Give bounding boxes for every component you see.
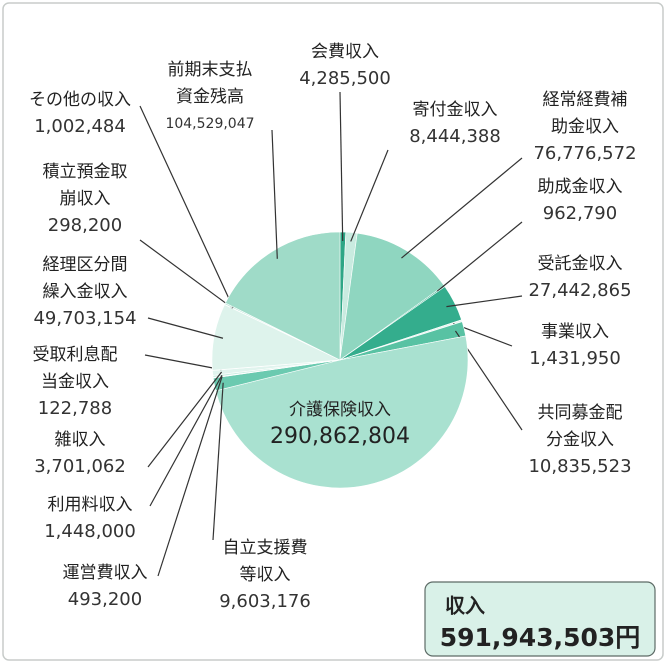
leader-line bbox=[139, 105, 234, 308]
value-label: 962,790 bbox=[543, 203, 617, 224]
slice-label: 助成金収入 bbox=[538, 177, 623, 197]
value-label: 10,835,523 bbox=[528, 456, 631, 477]
value-label: 27,442,865 bbox=[528, 280, 631, 301]
leader-line bbox=[139, 239, 234, 309]
slice-label: 雑収入 bbox=[55, 430, 106, 450]
slice bbox=[224, 231, 341, 361]
value-label: 3,701,062 bbox=[34, 456, 126, 477]
value-label: 493,200 bbox=[68, 589, 142, 610]
leader-line bbox=[147, 371, 223, 468]
slice-label: 介護保険収入 bbox=[289, 400, 391, 420]
leader-line bbox=[149, 374, 223, 507]
slice-label: 運営費収入 bbox=[63, 563, 148, 583]
value-label: 1,431,950 bbox=[529, 348, 621, 369]
slice-label: 前期末支払 bbox=[168, 60, 253, 80]
value-label: 122,788 bbox=[38, 398, 112, 419]
leader-line bbox=[350, 149, 389, 242]
slice-label: 当金収入 bbox=[41, 372, 109, 392]
slice-label: 寄付金収入 bbox=[413, 100, 498, 120]
leader-line bbox=[147, 317, 224, 339]
value-label: 4,285,500 bbox=[299, 68, 391, 89]
slice-label: 共同募金配 bbox=[538, 403, 623, 423]
slice-label: 事業収入 bbox=[541, 322, 609, 342]
slice-label: 経理区分間 bbox=[43, 255, 128, 275]
leader-line bbox=[401, 157, 523, 259]
slice-label: 資金残高 bbox=[176, 87, 244, 107]
value-label: 49,703,154 bbox=[33, 308, 136, 329]
value-label: 9,603,176 bbox=[219, 591, 311, 612]
slice-label: 経常経費補 bbox=[543, 90, 628, 110]
value-label: 8,444,388 bbox=[409, 126, 501, 147]
slice-label: 利用料収入 bbox=[48, 495, 133, 515]
value-label: 298,200 bbox=[48, 215, 122, 236]
slice-label: 受託金収入 bbox=[538, 254, 623, 274]
leader-line bbox=[271, 129, 278, 259]
leader-line bbox=[339, 91, 344, 242]
slice-label: 会費収入 bbox=[311, 42, 379, 62]
leader-line bbox=[157, 376, 223, 577]
slice-label: 助金収入 bbox=[551, 117, 619, 137]
slice-label: 等収入 bbox=[240, 565, 291, 585]
leader-line bbox=[446, 295, 523, 308]
slice-label: 繰入金収入 bbox=[43, 282, 128, 302]
total-text: 591,943,503円 bbox=[440, 623, 641, 652]
slice-label: 崩収入 bbox=[60, 189, 111, 209]
total-box bbox=[424, 581, 656, 657]
slice-label: 受取利息配 bbox=[33, 345, 118, 365]
value-label: 1,448,000 bbox=[44, 521, 136, 542]
leader-line bbox=[144, 354, 222, 371]
slice bbox=[339, 232, 445, 361]
total-title: 収入 bbox=[445, 594, 485, 618]
slice-label: 自立支援費 bbox=[223, 538, 308, 558]
slice bbox=[215, 335, 469, 489]
leader-line bbox=[436, 221, 523, 292]
slice-label: 分金収入 bbox=[546, 430, 614, 450]
slice-label: 積立預金取 bbox=[43, 162, 128, 182]
leader-line bbox=[212, 382, 224, 541]
value-label: 104,529,047 bbox=[165, 116, 254, 132]
value-label: 290,862,804 bbox=[270, 424, 410, 449]
slice-label: その他の収入 bbox=[29, 90, 131, 110]
value-label: 76,776,572 bbox=[533, 143, 636, 164]
value-label: 1,002,484 bbox=[34, 116, 126, 137]
